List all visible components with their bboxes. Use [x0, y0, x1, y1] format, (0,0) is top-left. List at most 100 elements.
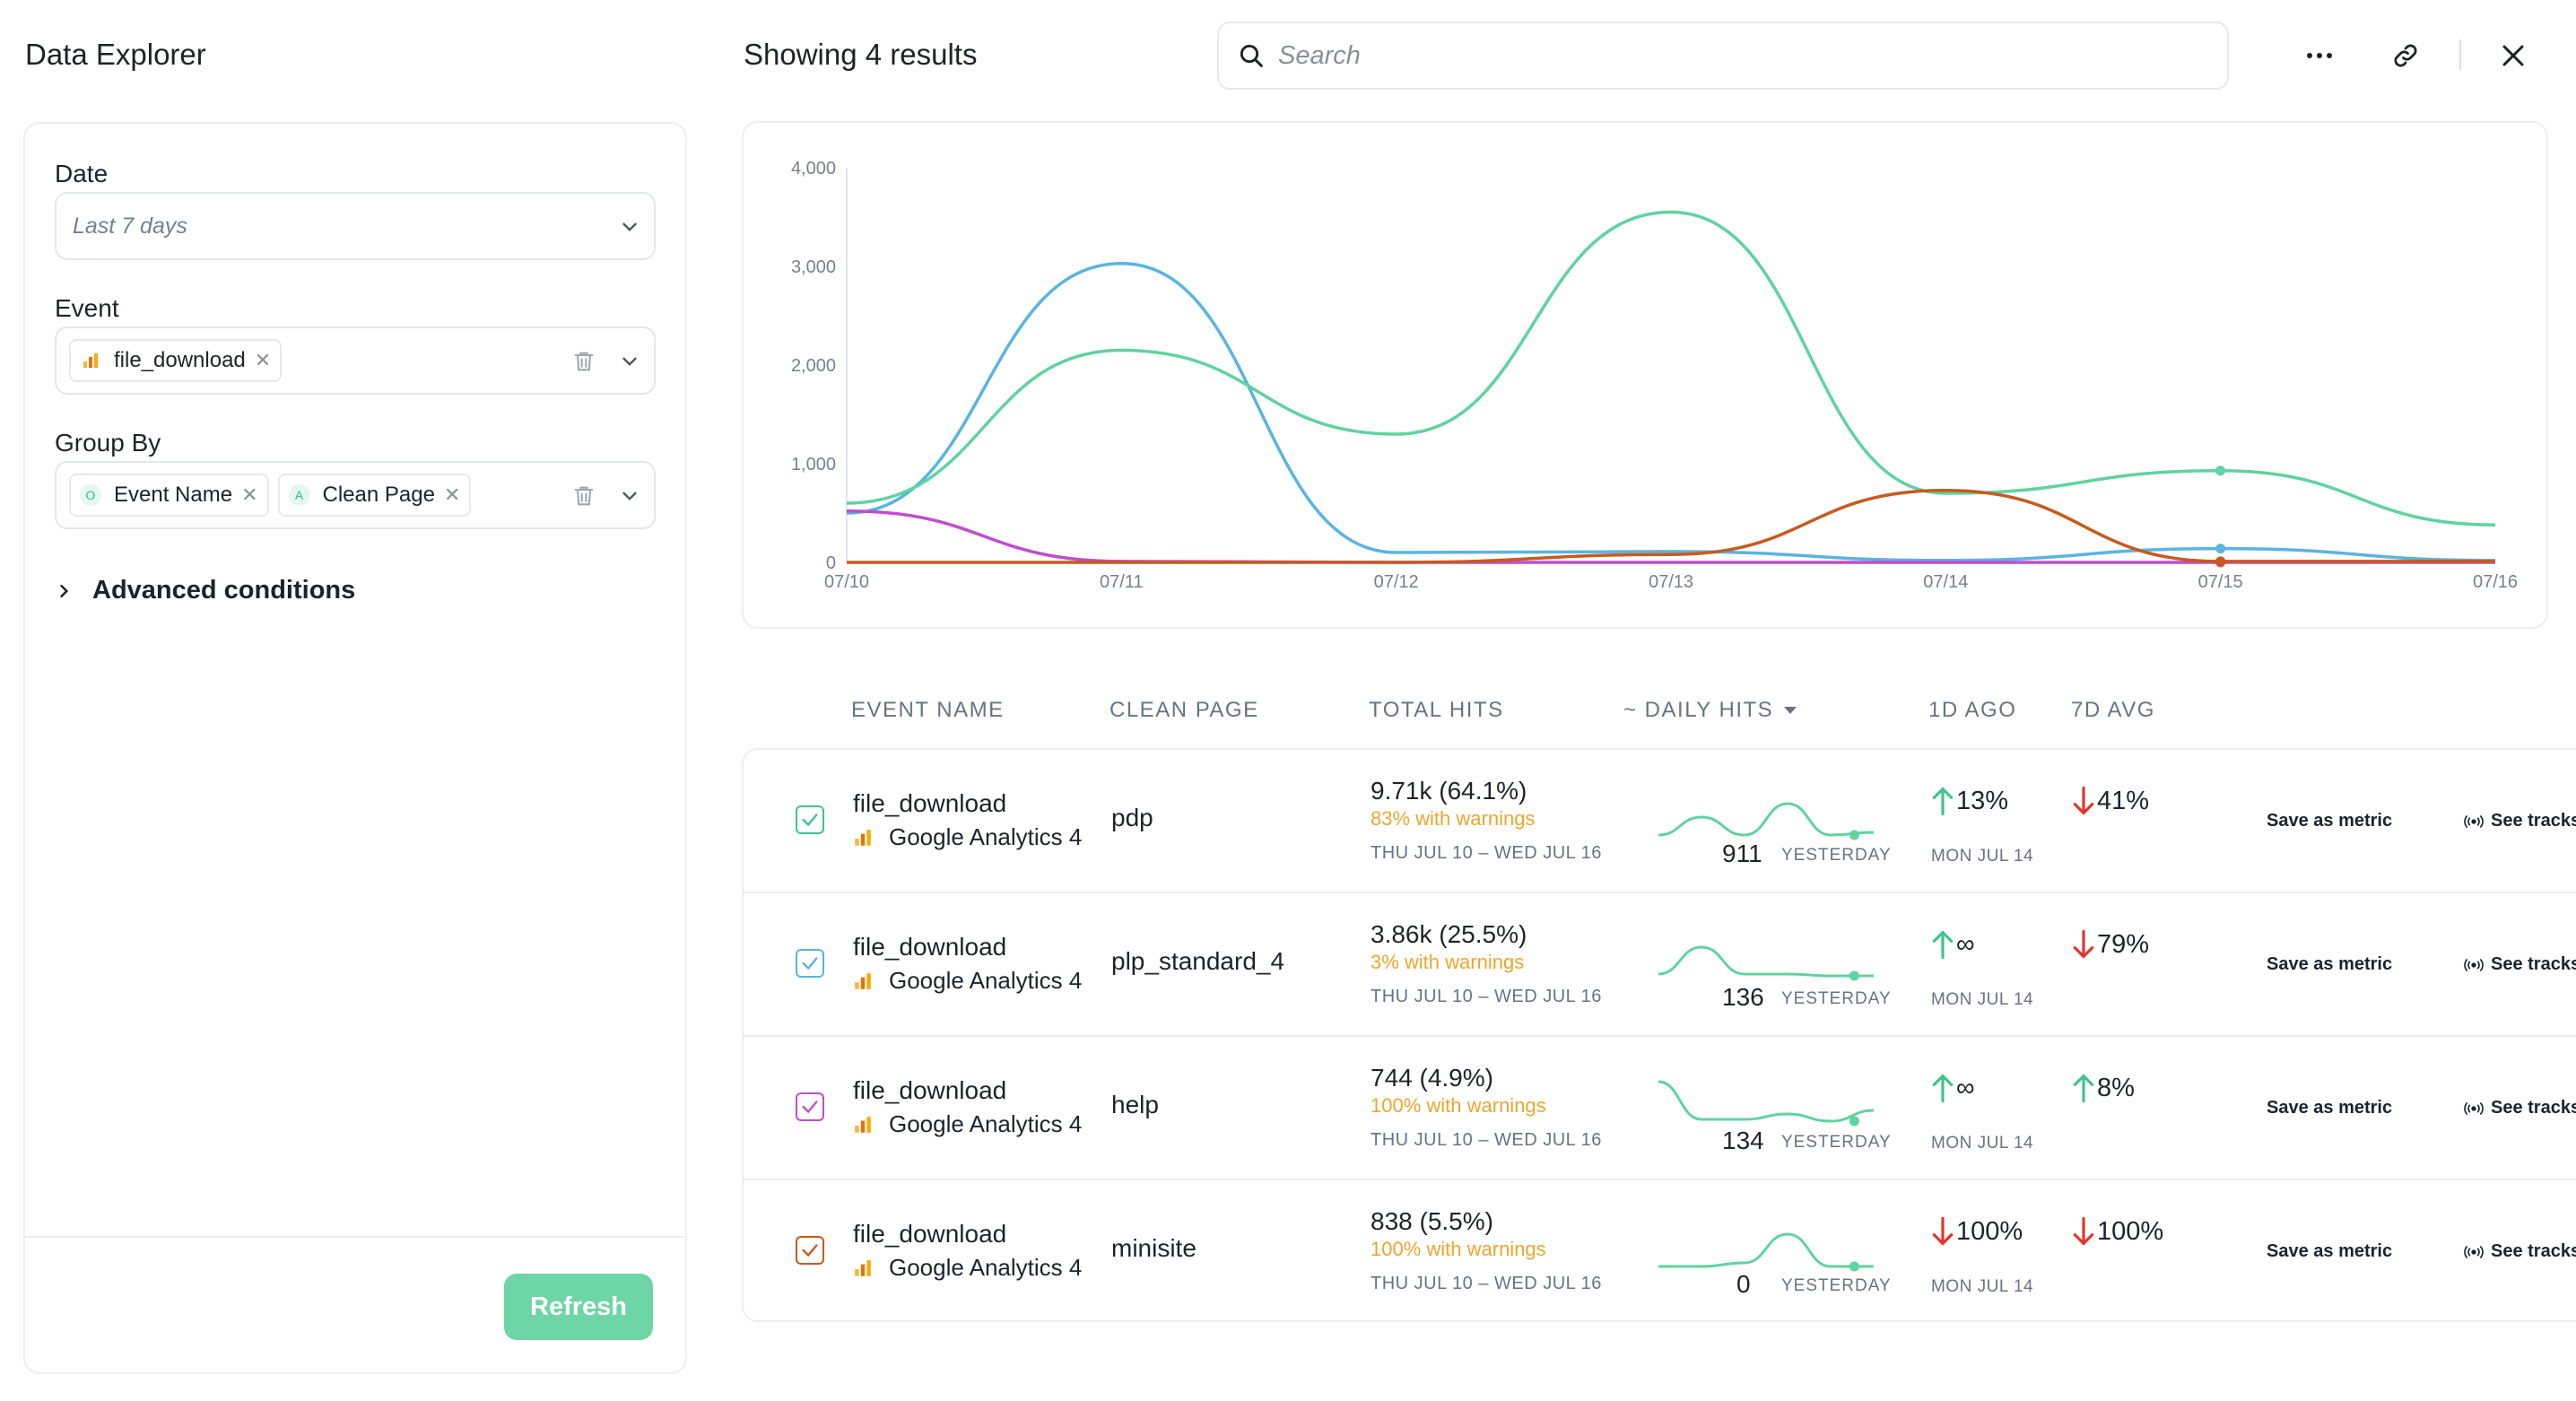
more-icon [2307, 53, 2332, 58]
advanced-conditions-toggle[interactable]: Advanced conditions [55, 576, 355, 605]
sparkline-marker [1849, 830, 1859, 840]
date-placeholder: Last 7 days [73, 213, 187, 239]
table-row[interactable]: file_download Google Analytics 4 minisit… [744, 1180, 2576, 1324]
event-source: Google Analytics 4 [853, 823, 1082, 851]
change-1d-date: MON JUL 14 [1931, 847, 2034, 866]
trash-icon[interactable] [571, 483, 596, 509]
header-total-hits[interactable]: TOTAL HITS [1369, 698, 1504, 722]
search-box[interactable] [1217, 22, 2229, 90]
total-hits: 744 (4.9%) [1371, 1064, 1493, 1092]
chevron-down-icon[interactable] [618, 484, 641, 508]
header-daily-hits[interactable]: ~ DAILY HITS [1623, 698, 1798, 723]
change-7d: 100% [2072, 1216, 2163, 1247]
remove-chip-icon[interactable]: ✕ [443, 483, 461, 506]
copy-link-button[interactable] [2382, 32, 2429, 79]
date-range: THU JUL 10 – WED JUL 16 [1371, 1130, 1602, 1150]
yesterday-value: 911 [1722, 840, 1762, 867]
save-as-metric-button[interactable]: Save as metric [2267, 1098, 2393, 1118]
search-icon [1240, 44, 1263, 67]
see-tracks-label: See tracks [2491, 954, 2576, 974]
table-row[interactable]: file_download Google Analytics 4 pdp 9.7… [744, 750, 2576, 893]
date-select[interactable]: Last 7 days [55, 192, 656, 260]
sparkline-path [1658, 1232, 1874, 1268]
change-1d-date: MON JUL 14 [1931, 990, 2034, 1009]
series-point [2215, 556, 2226, 567]
event-source: Google Analytics 4 [853, 967, 1082, 995]
clean-page: help [1111, 1091, 1159, 1118]
group-chip-label: Event Name [114, 483, 233, 507]
series-point [2215, 544, 2226, 554]
yesterday-value: 136 [1722, 983, 1764, 1011]
event-chip-label: file_download [114, 348, 246, 372]
group-chip-event-name[interactable]: O Event Name ✕ [69, 474, 269, 517]
arrow-up-icon [1932, 1074, 1954, 1103]
total-hits: 3.86k (25.5%) [1371, 920, 1527, 948]
header-event-name[interactable]: EVENT NAME [851, 698, 1005, 722]
check-icon [802, 1101, 818, 1114]
sparkline-path [1658, 802, 1875, 837]
row-checkbox[interactable] [796, 949, 824, 978]
yesterday-value: 134 [1722, 1127, 1764, 1154]
clean-page: pdp [1111, 804, 1153, 831]
x-tick-label: 07/15 [2198, 572, 2243, 592]
app-title: Data Explorer [25, 38, 206, 71]
event-source-label: Google Analytics 4 [889, 1110, 1083, 1137]
x-tick-label: 07/16 [2473, 572, 2518, 592]
event-label: Event [55, 294, 119, 322]
event-name: file_download [853, 1220, 1007, 1248]
analytics-icon [855, 972, 871, 989]
see-tracks-button[interactable]: See tracks [2464, 1098, 2576, 1118]
header-7d-avg[interactable]: 7D AVG [2071, 698, 2155, 722]
table-row[interactable]: file_download Google Analytics 4 help 74… [744, 1037, 2576, 1180]
date-range: THU JUL 10 – WED JUL 16 [1371, 987, 1602, 1006]
save-as-metric-button[interactable]: Save as metric [2267, 954, 2393, 974]
change-7d-value: 79% [2097, 929, 2150, 959]
group-chip-clean-page[interactable]: A Clean Page ✕ [277, 474, 472, 517]
row-checkbox[interactable] [796, 805, 824, 834]
link-icon [2394, 44, 2417, 67]
remove-chip-icon[interactable]: ✕ [241, 483, 258, 506]
change-1d-value: ∞ [1956, 1073, 1975, 1102]
table-row[interactable]: file_download Google Analytics 4 plp_sta… [744, 893, 2576, 1037]
yesterday-label: YESTERDAY [1781, 1276, 1892, 1295]
remove-chip-icon[interactable]: ✕ [254, 349, 272, 371]
more-options-button[interactable] [2296, 32, 2343, 79]
event-source: Google Analytics 4 [853, 1254, 1082, 1282]
attribute-icon: A [288, 484, 310, 506]
row-checkbox[interactable] [796, 1092, 824, 1121]
row-checkbox[interactable] [796, 1236, 824, 1265]
sparkline-path [1658, 945, 1874, 978]
chevron-down-icon [622, 222, 637, 231]
arrow-down-icon [2073, 786, 2094, 815]
change-7d-value: 41% [2097, 786, 2150, 815]
event-select[interactable]: file_download ✕ [55, 326, 656, 395]
refresh-button[interactable]: Refresh [504, 1274, 653, 1340]
save-as-metric-button[interactable]: Save as metric [2267, 1241, 2393, 1261]
see-tracks-button[interactable]: See tracks [2464, 954, 2576, 975]
date-label: Date [55, 160, 109, 187]
chart-card: 4,000 3,000 2,000 1,000 0 07/10 07/11 07/12 07/1… [742, 121, 2548, 629]
sparkline [1658, 945, 1874, 981]
arrow-down-icon [2073, 929, 2094, 959]
see-tracks-button[interactable]: See tracks [2464, 1241, 2576, 1262]
check-icon [802, 814, 818, 827]
event-chip[interactable]: file_download ✕ [69, 339, 283, 382]
save-as-metric-button[interactable]: Save as metric [2267, 811, 2393, 831]
close-button[interactable] [2490, 32, 2537, 79]
search-input[interactable] [1278, 40, 2085, 71]
see-tracks-button[interactable]: See tracks [2464, 811, 2576, 831]
y-tick-label: 2,000 [791, 356, 836, 376]
clean-page: minisite [1111, 1234, 1197, 1262]
chevron-down-icon[interactable] [618, 350, 641, 373]
header-1d-ago[interactable]: 1D AGO [1928, 698, 2017, 722]
date-range: THU JUL 10 – WED JUL 16 [1371, 1274, 1602, 1293]
change-1d-date: MON JUL 14 [1931, 1134, 2034, 1153]
event-name: file_download [853, 933, 1007, 961]
group-by-label: Group By [55, 429, 161, 457]
trash-icon[interactable] [571, 348, 596, 375]
group-by-select[interactable]: O Event Name ✕ A Clean Page ✕ [55, 461, 656, 529]
x-tick-label: 07/14 [1923, 572, 1968, 592]
header-clean-page[interactable]: CLEAN PAGE [1110, 698, 1259, 722]
see-tracks-label: See tracks [2491, 811, 2576, 831]
broadcast-icon [2464, 814, 2484, 828]
